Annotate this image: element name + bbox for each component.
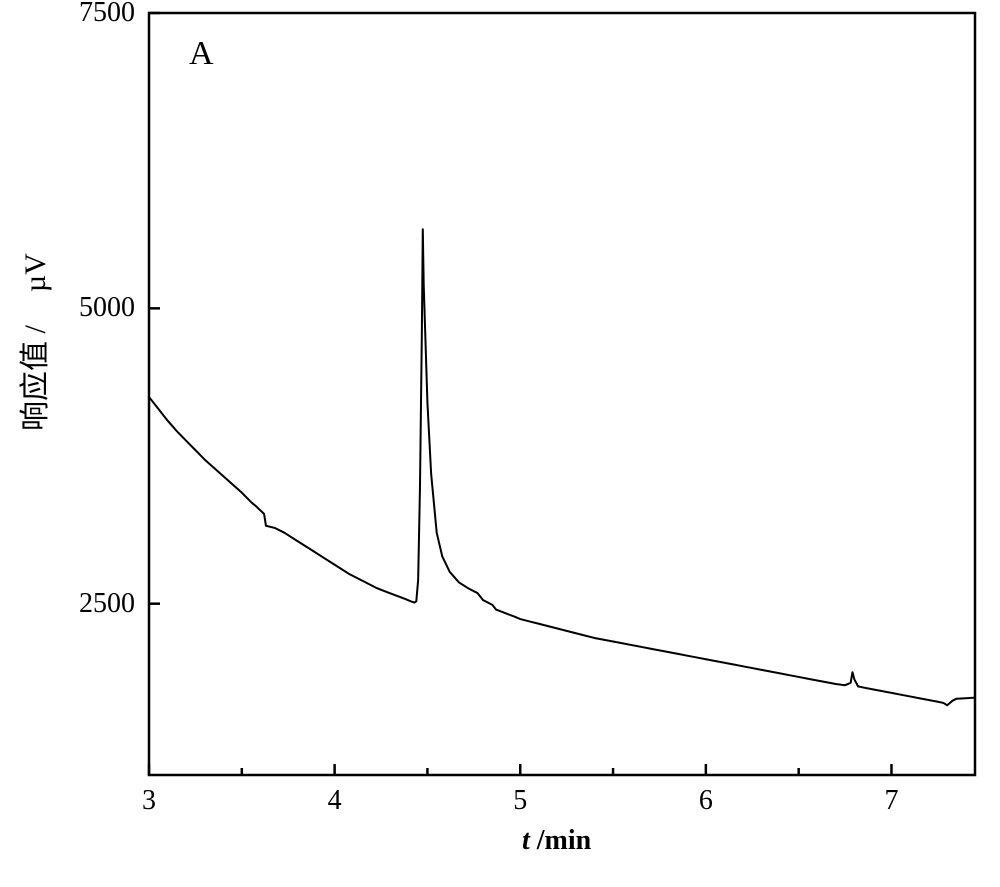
x-tick-label: 4 — [328, 785, 342, 817]
y-tick-label: 7500 — [0, 0, 135, 29]
x-tick-label: 7 — [884, 785, 898, 817]
chromatogram-chart: A 响应值 / µV t /min 25005000750034567 — [0, 0, 1000, 887]
x-tick-label: 3 — [142, 785, 156, 817]
y-tick-label: 2500 — [0, 588, 135, 620]
chart-svg — [0, 0, 1000, 887]
x-tick-label: 6 — [699, 785, 713, 817]
x-tick-label: 5 — [513, 785, 527, 817]
y-tick-label: 5000 — [0, 292, 135, 324]
